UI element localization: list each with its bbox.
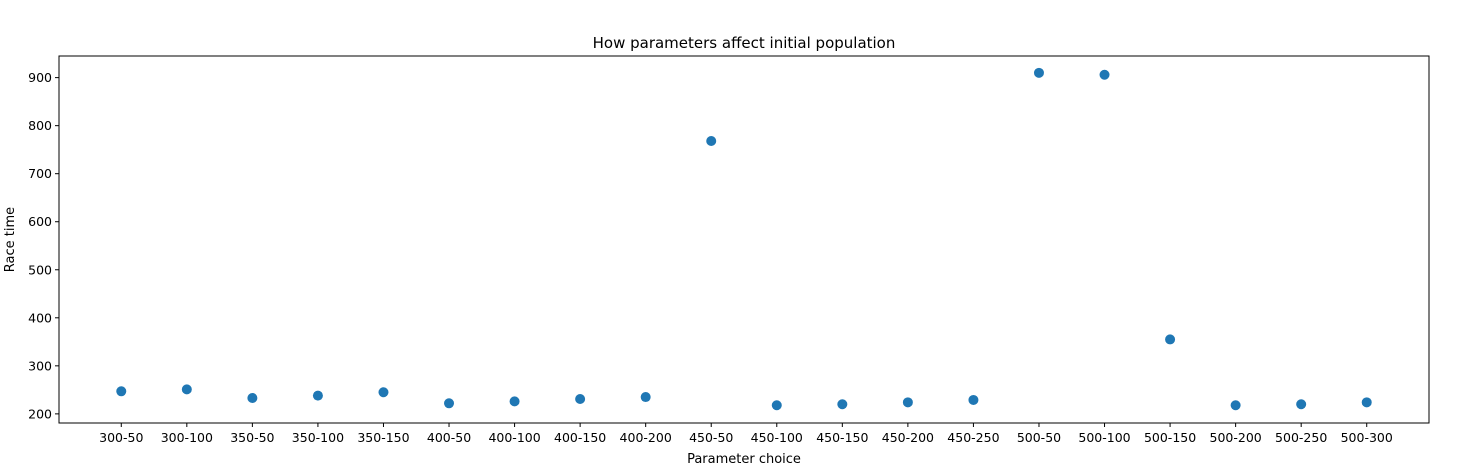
data-point	[837, 399, 848, 410]
y-tick-label: 700	[28, 166, 52, 181]
y-tick-label: 900	[28, 70, 52, 85]
data-point	[1165, 334, 1176, 345]
data-point	[640, 392, 651, 403]
x-tick-label: 500-200	[1210, 430, 1262, 445]
x-axis-label: Parameter choice	[687, 452, 801, 467]
data-point	[509, 396, 520, 407]
y-tick-label: 300	[28, 358, 52, 373]
y-axis: 200 300 400 500 600 700 800 900	[28, 70, 59, 421]
data-point	[968, 394, 979, 405]
x-tick-label: 400-50	[427, 430, 471, 445]
x-tick-label: 350-100	[292, 430, 344, 445]
x-tick-label: 350-150	[357, 430, 409, 445]
x-tick-label: 450-150	[816, 430, 868, 445]
plot-area	[58, 55, 1430, 424]
x-tick-label: 500-250	[1275, 430, 1327, 445]
x-tick-label: 500-100	[1078, 430, 1130, 445]
y-axis-label: Race time	[3, 207, 18, 272]
x-tick-label: 400-200	[620, 430, 672, 445]
x-axis: 300-50 300-100 350-50 350-100 350-150 400-50 4…	[99, 423, 1393, 445]
y-tick-label: 200	[28, 406, 52, 421]
x-tick-label: 400-150	[554, 430, 606, 445]
data-point	[1099, 69, 1110, 80]
data-point	[1361, 397, 1372, 408]
x-tick-label: 500-300	[1341, 430, 1393, 445]
x-tick-label: 450-200	[882, 430, 934, 445]
x-tick-label: 300-50	[99, 430, 143, 445]
chart-title: How parameters affect initial population	[593, 34, 896, 52]
x-tick-label: 500-50	[1017, 430, 1061, 445]
y-tick-label: 400	[28, 310, 52, 325]
data-point	[247, 393, 258, 404]
data-point	[181, 384, 192, 395]
data-point	[116, 386, 127, 397]
x-tick-label: 500-150	[1144, 430, 1196, 445]
data-point	[1296, 399, 1307, 410]
y-tick-label: 800	[28, 118, 52, 133]
x-tick-label: 300-100	[161, 430, 213, 445]
x-tick-label: 450-50	[689, 430, 733, 445]
data-point	[312, 390, 323, 401]
data-point	[575, 393, 586, 404]
data-point	[706, 136, 717, 147]
data-point	[444, 398, 455, 409]
data-point	[902, 397, 913, 408]
y-tick-label: 500	[28, 262, 52, 277]
data-point	[1230, 400, 1241, 411]
y-tick-label: 600	[28, 214, 52, 229]
x-tick-label: 450-100	[751, 430, 803, 445]
data-point	[1033, 67, 1044, 78]
data-point	[771, 400, 782, 411]
data-point	[378, 387, 389, 398]
x-tick-label: 400-100	[488, 430, 540, 445]
x-tick-label: 450-250	[947, 430, 999, 445]
data-points	[116, 67, 1372, 411]
x-tick-label: 350-50	[230, 430, 274, 445]
